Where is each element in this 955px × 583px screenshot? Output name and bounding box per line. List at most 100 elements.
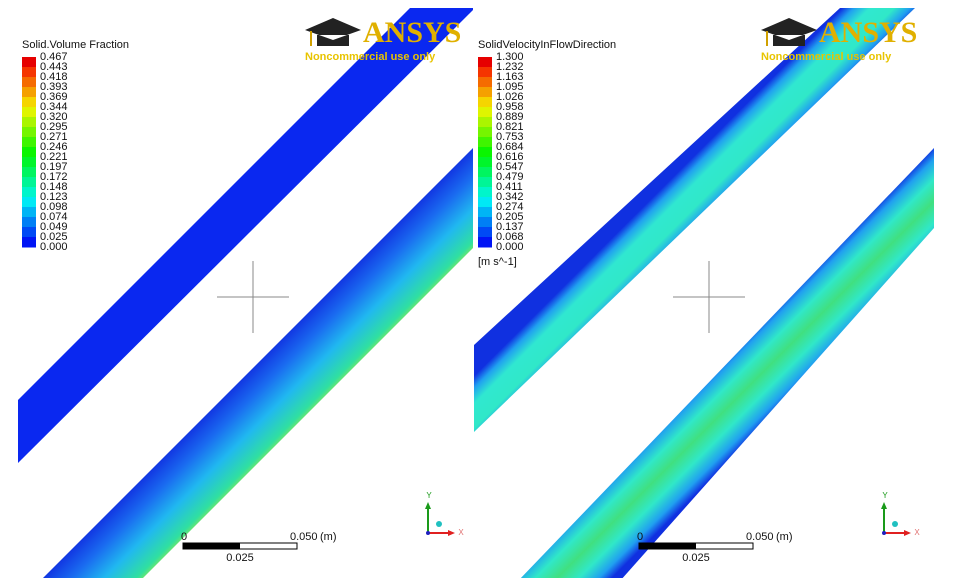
legend-label: 0.172: [40, 171, 68, 183]
pipe-band: [474, 8, 915, 432]
legend-swatch: [22, 97, 36, 108]
legend-swatch: [22, 137, 36, 148]
left-contours: [18, 8, 473, 578]
logo-hat: [305, 18, 361, 46]
axis-y-head: [425, 502, 431, 509]
legend-label: 0.049: [40, 221, 68, 233]
legend-swatch: [478, 227, 492, 238]
legend-swatch: [22, 217, 36, 228]
legend-swatch: [478, 57, 492, 68]
legend-label: 0.684: [496, 141, 524, 153]
legend-swatch: [478, 97, 492, 108]
legend-label: 0.295: [40, 121, 68, 133]
legend-unit: [m s^-1]: [478, 256, 517, 268]
axis-label: X: [458, 528, 464, 537]
legend-swatch: [22, 237, 36, 248]
legend-swatch: [22, 147, 36, 158]
legend-label: 0.753: [496, 131, 524, 143]
legend-swatch: [22, 57, 36, 68]
scale-label: 0.050: [746, 531, 774, 543]
legend-label: 0.137: [496, 221, 524, 233]
legend-label: 0.000: [496, 241, 524, 253]
axis-z: [892, 521, 898, 527]
legend-swatch: [22, 187, 36, 198]
legend-label: 0.246: [40, 141, 68, 153]
legend-label: 0.958: [496, 101, 524, 113]
legend-label: 1.095: [496, 81, 524, 93]
pipe-band: [520, 148, 934, 578]
scale-label: 0.050: [290, 531, 318, 543]
legend-swatch: [478, 127, 492, 138]
axis-y-head: [881, 502, 887, 509]
legend-label: 0.547: [496, 161, 524, 173]
legend-swatch: [478, 187, 492, 198]
legend-label: 0.274: [496, 201, 524, 213]
legend-label: 0.393: [40, 81, 68, 93]
axis-z: [436, 521, 442, 527]
legend-label: 0.000: [40, 241, 68, 253]
scale-label: 0: [637, 531, 643, 543]
legend-label: 0.197: [40, 161, 68, 173]
legend-swatch: [478, 117, 492, 128]
legend-label: 0.098: [40, 201, 68, 213]
legend-label: 1.300: [496, 51, 524, 63]
logo-text: ANSYS: [363, 16, 461, 49]
legend-swatch: [22, 197, 36, 208]
scale-bar-fill: [183, 543, 240, 549]
logo-hat: [761, 18, 817, 46]
legend-label: 0.148: [40, 181, 68, 193]
axis-x-head: [904, 530, 911, 536]
logo-note: Noncommercial use only: [305, 51, 436, 63]
legend-label: 0.479: [496, 171, 524, 183]
scale-bar-fill: [639, 543, 696, 549]
scale-label: 0.025: [226, 552, 254, 564]
legend-label: 0.467: [40, 51, 68, 63]
axis-label: X: [914, 528, 920, 537]
legend-label: 0.320: [40, 111, 68, 123]
legend-swatch: [22, 227, 36, 238]
legend-swatch: [478, 137, 492, 148]
legend-swatch: [478, 177, 492, 188]
legend-swatch: [22, 67, 36, 78]
scale-label: (m): [776, 531, 793, 543]
legend-title: SolidVelocityInFlowDirection: [478, 39, 616, 51]
legend-label: 0.616: [496, 151, 524, 163]
legend-swatch: [22, 157, 36, 168]
legend-swatch: [22, 177, 36, 188]
legend-label: 0.443: [40, 61, 68, 73]
legend-swatch: [22, 207, 36, 218]
legend-label: 1.163: [496, 71, 524, 83]
right-contours: [474, 8, 934, 578]
legend-label: 0.342: [496, 191, 524, 203]
legend-label: 0.205: [496, 211, 524, 223]
legend-label: 0.271: [40, 131, 68, 143]
legend-label: 0.821: [496, 121, 524, 133]
legend-swatch: [478, 77, 492, 88]
legend-label: 0.418: [40, 71, 68, 83]
axis-label: Y: [426, 491, 432, 500]
legend-label: 0.025: [40, 231, 68, 243]
legend-swatch: [478, 207, 492, 218]
axis-x-head: [448, 530, 455, 536]
legend-title: Solid.Volume Fraction: [22, 39, 129, 51]
legend-swatch: [22, 167, 36, 178]
pipe-band: [43, 148, 473, 578]
legend-swatch: [478, 157, 492, 168]
pipe-band: [18, 8, 473, 463]
legend-swatch: [478, 67, 492, 78]
legend-swatch: [478, 87, 492, 98]
legend-swatch: [22, 117, 36, 128]
legend-swatch: [478, 167, 492, 178]
legend-label: 0.123: [40, 191, 68, 203]
legend-label: 1.232: [496, 61, 524, 73]
legend-swatch: [478, 197, 492, 208]
axis-origin: [882, 531, 886, 535]
legend-swatch: [22, 127, 36, 138]
axis-label: Y: [882, 491, 888, 500]
legend-label: 1.026: [496, 91, 524, 103]
scale-label: 0: [181, 531, 187, 543]
logo-text: ANSYS: [819, 16, 917, 49]
legend-label: 0.344: [40, 101, 68, 113]
legend-label: 0.221: [40, 151, 68, 163]
legend-swatch: [22, 107, 36, 118]
